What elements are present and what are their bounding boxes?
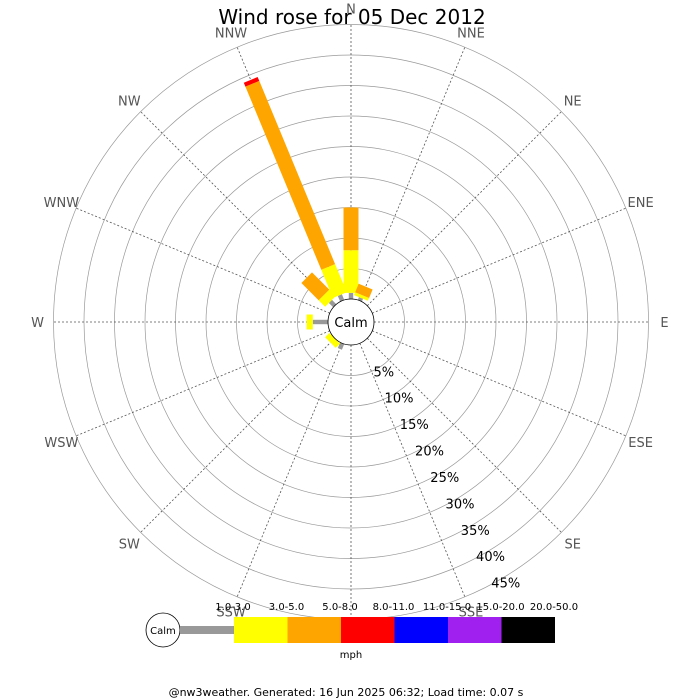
legend-calm-label: Calm — [150, 626, 176, 637]
bar-n-3.0-5.0 — [343, 250, 359, 293]
bar-nnw-8.0-11.0 — [243, 77, 260, 87]
direction-label-se: SE — [564, 538, 580, 553]
direction-label-e: E — [660, 316, 668, 331]
chart-title: Wind rose for 05 Dec 2012 — [218, 5, 485, 29]
legend-swatch-3.0-5.0 — [234, 617, 288, 643]
legend-swatch-5.0-8.0 — [287, 617, 341, 643]
legend-label-1.0-3.0: 1.0-3.0 — [215, 602, 250, 613]
direction-label-w: W — [31, 316, 44, 331]
direction-label-nw: NW — [118, 94, 141, 109]
bar-w-3.0-5.0 — [306, 314, 313, 330]
spoke-wnw — [75, 207, 330, 314]
ring-6 — [144, 115, 558, 529]
ring-label-6: 30% — [446, 497, 475, 512]
spoke-ese — [372, 330, 627, 437]
bar-nnw-3.0-5.0 — [321, 264, 347, 298]
direction-label-wsw: WSW — [44, 436, 78, 451]
legend-swatch-20.0-50.0 — [501, 617, 555, 643]
direction-label-ene: ENE — [628, 196, 654, 211]
spoke-wsw — [75, 330, 330, 437]
ring-label-7: 35% — [461, 524, 490, 539]
bar-nne-3.0-5.0 — [354, 292, 370, 301]
spoke-ne — [366, 111, 562, 307]
spoke-nne — [359, 46, 466, 301]
bar-nne-5.0-8.0 — [355, 283, 373, 298]
legend-label-20.0-50.0: 20.0-50.0 — [530, 602, 578, 613]
legend-label-5.0-8.0: 5.0-8.0 — [322, 602, 357, 613]
bar-n-5.0-8.0 — [343, 207, 359, 251]
direction-label-sw: SW — [119, 538, 140, 553]
bar-nnw-1.0-3.0 — [337, 294, 345, 302]
legend-label-3.0-5.0: 3.0-5.0 — [269, 602, 304, 613]
spoke-sse — [359, 343, 466, 598]
calm-label: Calm — [334, 316, 367, 331]
legend-label-11.0-15.0: 11.0-15.0 — [423, 602, 471, 613]
spoke-sw — [140, 337, 336, 533]
legend-swatch-1.0-3.0 — [180, 626, 234, 634]
direction-label-n: N — [346, 3, 356, 18]
direction-label-ssw: SSW — [216, 606, 246, 621]
legend-swatch-15.0-20.0 — [448, 617, 502, 643]
bar-nw-5.0-8.0 — [301, 272, 330, 301]
ring-label-1: 5% — [373, 365, 394, 380]
legend-label-15.0-20.0: 15.0-20.0 — [476, 602, 524, 613]
ring-label-4: 20% — [415, 445, 444, 460]
bar-n-1.0-3.0 — [348, 292, 354, 299]
legend-swatch-8.0-11.0 — [341, 617, 395, 643]
ring-label-5: 25% — [430, 471, 459, 486]
ring-label-9: 45% — [491, 577, 520, 592]
footer-text: @nw3weather. Generated: 16 Jun 2025 06:3… — [169, 686, 524, 699]
legend-swatch-11.0-15.0 — [394, 617, 448, 643]
direction-label-sse: SSE — [459, 606, 484, 621]
direction-label-ese: ESE — [628, 436, 653, 451]
spoke-ene — [372, 207, 627, 314]
bar-nne-1.0-3.0 — [357, 297, 363, 302]
bar-nnw-5.0-8.0 — [245, 80, 336, 270]
calm-circle — [327, 298, 375, 346]
direction-label-nnw: NNW — [215, 26, 247, 41]
legend-units: mph — [340, 650, 362, 661]
spoke-ssw — [236, 343, 343, 598]
direction-label-ne: NE — [564, 94, 582, 109]
legend-label-8.0-11.0: 8.0-11.0 — [373, 602, 415, 613]
bar-ssw-1.0-3.0 — [337, 342, 345, 350]
direction-label-nne: NNE — [457, 26, 485, 41]
bar-nw-1.0-3.0 — [328, 299, 337, 308]
direction-label-wnw: WNW — [44, 196, 80, 211]
ring-label-3: 15% — [400, 418, 429, 433]
ring-label-8: 40% — [476, 550, 505, 565]
ring-label-2: 10% — [385, 392, 414, 407]
spoke-se — [366, 337, 562, 533]
bar-w-1.0-3.0 — [312, 319, 328, 325]
spoke-nw — [140, 111, 336, 307]
bar-sw-3.0-5.0 — [325, 333, 340, 348]
